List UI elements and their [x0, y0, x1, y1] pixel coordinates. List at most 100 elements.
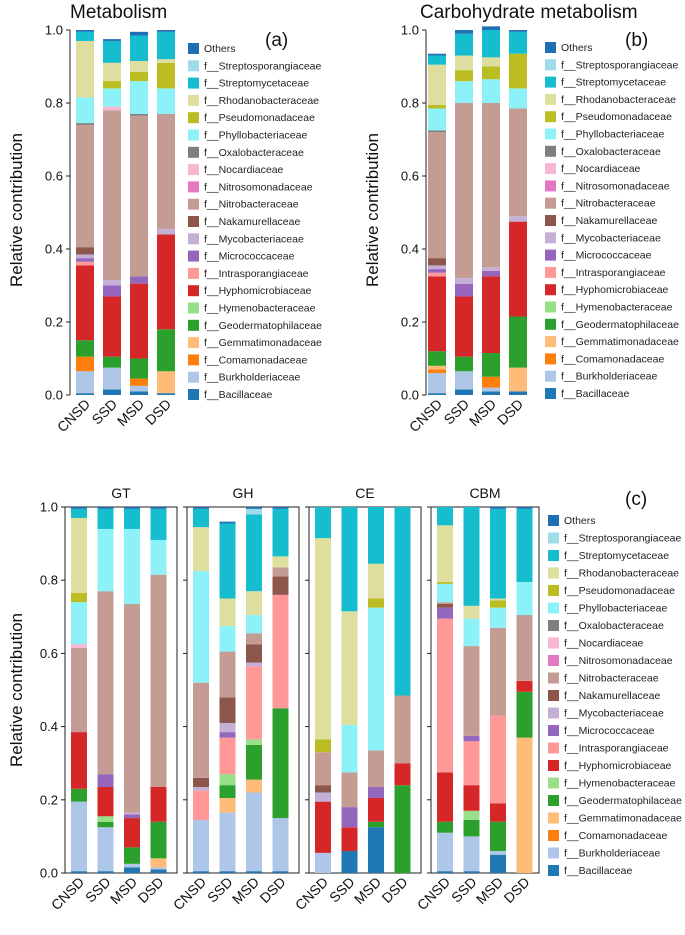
panel-b-legend-label-burkholderiaceae: f__Burkholderiaceae — [561, 371, 657, 383]
panel-a-bar-dsd-geodermatophilaceae — [157, 329, 175, 372]
panel-c-legend-swatch-phyllobacteriaceae — [548, 602, 559, 614]
panel-c-legend-label-burkholderiaceae: f__Burkholderiaceae — [564, 848, 660, 860]
panel-c-gt-bar-msd-mycobacteriaceae — [124, 812, 140, 815]
panel-c-legend-label-oxalobacteraceae: f__Oxalobacteraceae — [564, 620, 664, 632]
panel-a-bar-dsd-gemmatimonadaceae — [157, 371, 175, 394]
panel-a-bar-msd-hyphomicrobiaceae — [130, 283, 148, 359]
panel-a-bar-ssd-mycobacteriaceae — [103, 280, 121, 286]
panel-b-bar-cnsd-gemmatimonadaceae — [428, 365, 446, 370]
panel-a-legend-label-gemmatimonadaceae: f__Gemmatimonadaceae — [204, 337, 322, 349]
panel-a-bar-cnsd-geodermatophilaceae — [76, 340, 94, 357]
panel-a-legend-label-streptomycetaceae: f__Streptomycetaceae — [204, 78, 309, 90]
panel-c-gt-bar-msd-burkholderiaceae — [124, 863, 140, 868]
panel-a-bar-cnsd-nakamurellaceae — [76, 247, 94, 255]
panel-b-legend-swatch-intrasporangiaceae — [545, 266, 556, 278]
panel-c-ce-bar-ssd-nitrobacteraceae — [341, 772, 358, 808]
panel-c-cbm-bar-cnsd-streptomycetaceae — [437, 507, 453, 526]
panel-a-legend-swatch-others — [188, 43, 199, 54]
panel-c-gt-y-tick-label: 1.0 — [40, 500, 58, 515]
panel-c-gt-bar-ssd-geodermatophilaceae — [97, 821, 114, 828]
panel-a-bar-ssd-rhodanobacteraceae — [103, 62, 121, 82]
panel-b-bar-ssd-geodermatophilaceae — [455, 356, 473, 372]
panel-c-gh-title: GH — [233, 485, 254, 501]
panel-b-legend-swatch-bacillaceae — [545, 388, 556, 399]
panel-c-gt-x-label-ssd: SSD — [82, 874, 114, 906]
panel-b-legend-label-rhodanobacteraceae: f__Rhodanobacteraceae — [561, 94, 676, 106]
panel-b-legend-label-comamonadaceae: f__Comamonadaceae — [561, 353, 664, 365]
panel-a-legend-swatch-hyphomicrobiaceae — [188, 285, 199, 297]
panel-b-legend-label-streptomycetaceae: f__Streptomycetaceae — [561, 77, 666, 89]
panel-c-cbm-bar-ssd-geodermatophilaceae — [463, 819, 480, 837]
panel-c-gt-bar-ssd-burkholderiaceae — [97, 827, 114, 872]
panel-c-cbm-bar-msd-intrasporangiaceae — [490, 715, 506, 804]
panel-c-gt-x-label-dsd: DSD — [134, 874, 166, 906]
panel-a-bar-dsd-others — [157, 30, 175, 32]
panel-c-gh-bar-dsd-others — [272, 507, 289, 509]
panel-a-y-tick-label: 0.8 — [45, 96, 63, 111]
panel-a-bar-ssd-streptomycetaceae — [103, 40, 121, 63]
panel-c-label: (c) — [625, 489, 647, 510]
panel-c-gt-bar-dsd-others — [150, 507, 167, 509]
panel-c-cbm-bar-msd-streptomycetaceae — [490, 508, 506, 599]
panel-c-cbm-x-label-ssd: SSD — [448, 874, 480, 906]
panel-b-legend-swatch-phyllobacteriaceae — [545, 128, 556, 140]
panel-c-ce-x-label-msd: MSD — [351, 874, 384, 907]
panel-b-y-tick-label: 0.0 — [401, 388, 419, 403]
panel-c-gt-y-tick-label: 0.2 — [40, 792, 58, 807]
panel-a-legend-label-hyphomicrobiaceae: f__Hyphomicrobiaceae — [204, 285, 312, 297]
panel-a-bar-msd-micrococcaceae — [130, 276, 148, 284]
panel-b-bar-msd-hyphomicrobiaceae — [482, 276, 500, 354]
panel-c-legend-swatch-nitrosomonadaceae — [548, 655, 559, 666]
panel-b-bar-cnsd-nitrobacteraceae — [428, 132, 446, 259]
panel-a-bar-dsd-hyphomicrobiaceae — [157, 234, 175, 330]
panel-a-bar-cnsd-bacillaceae — [76, 393, 94, 395]
panel-b-bar-ssd-bacillaceae — [455, 389, 473, 395]
panel-b-bar-msd-micrococcaceae — [482, 270, 500, 277]
panel-c-cbm-bar-dsd-geodermatophilaceae — [516, 691, 533, 738]
panel-c-gh-bar-cnsd-nitrobacteraceae — [193, 682, 209, 778]
panel-c-cbm-bar-ssd-hymenobacteraceae — [463, 810, 480, 820]
panel-c-gh-x-label-msd: MSD — [229, 874, 262, 907]
panel-b-legend-label-pseudomonadaceae: f__Pseudomonadaceae — [561, 111, 672, 123]
panel-a-legend-swatch-intrasporangiaceae — [188, 267, 199, 279]
panel-a-bar-ssd-pseudomonadaceae — [103, 81, 121, 89]
panel-b-bar-dsd-gemmatimonadaceae — [509, 367, 527, 392]
panel-c-gt-bar-dsd-bacillaceae — [150, 869, 167, 873]
panel-a-legend-swatch-nakamurellaceae — [188, 216, 199, 227]
panel-b-legend-swatch-oxalobacteraceae — [545, 145, 556, 157]
panel-c-gt-y-tick-label: 0.0 — [40, 866, 58, 881]
panel-a-bar-ssd-bacillaceae — [103, 389, 121, 395]
panel-b-bar-dsd-pseudomonadaceae — [509, 53, 527, 89]
panel-a-legend-swatch-nocardiaceae — [188, 164, 199, 176]
panel-b-legend-swatch-hymenobacteraceae — [545, 301, 556, 313]
panel-b-x-label-msd: MSD — [466, 396, 499, 429]
panel-c-gt-bar-cnsd-geodermatophilaceae — [71, 788, 87, 802]
panel-a-bar-msd-streptomycetaceae — [130, 35, 148, 62]
panel-a-bar-cnsd-mycobacteriaceae — [76, 254, 94, 259]
panel-b-x-label-ssd: SSD — [440, 396, 472, 428]
panel-b-bar-cnsd-pseudomonadaceae — [428, 104, 446, 109]
panel-b-legend-label-geodermatophilaceae: f__Geodermatophilaceae — [561, 319, 679, 331]
panel-b-bar-ssd-micrococcaceae — [455, 283, 473, 297]
panel-b-legend-label-streptosporangiaceae: f__Streptosporangiaceae — [561, 59, 678, 71]
panel-c-legend-label-micrococcaceae: f__Micrococcaceae — [564, 725, 655, 737]
panel-c-cbm-bar-dsd-gemmatimonadaceae — [516, 737, 533, 873]
panel-c-legend-label-pseudomonadaceae: f__Pseudomonadaceae — [564, 585, 675, 597]
panel-a-y-tick-label: 1.0 — [45, 23, 63, 38]
panel-a-bar-ssd-micrococcaceae — [103, 285, 121, 297]
panel-c-gt-bar-dsd-gemmatimonadaceae — [150, 858, 167, 868]
panel-c-gt-bar-msd-geodermatophilaceae — [124, 847, 140, 864]
panel-c-gh-bar-ssd-burkholderiaceae — [219, 812, 236, 872]
panel-b-bar-ssd-mycobacteriaceae — [455, 278, 473, 284]
panel-c-cbm-x-label-dsd: DSD — [500, 874, 532, 906]
panel-a-bar-dsd-rhodanobacteraceae — [157, 59, 175, 63]
panel-c-cbm-bar-dsd-streptomycetaceae — [516, 508, 533, 583]
panel-c-legend-swatch-gemmatimonadaceae — [548, 812, 559, 824]
panel-a-bar-cnsd-oxalobacteraceae — [76, 123, 94, 125]
panel-a-x-label-dsd: DSD — [142, 396, 174, 428]
panel-a-legend-swatch-bacillaceae — [188, 389, 199, 400]
panel-c-legend-swatch-others — [548, 515, 559, 526]
